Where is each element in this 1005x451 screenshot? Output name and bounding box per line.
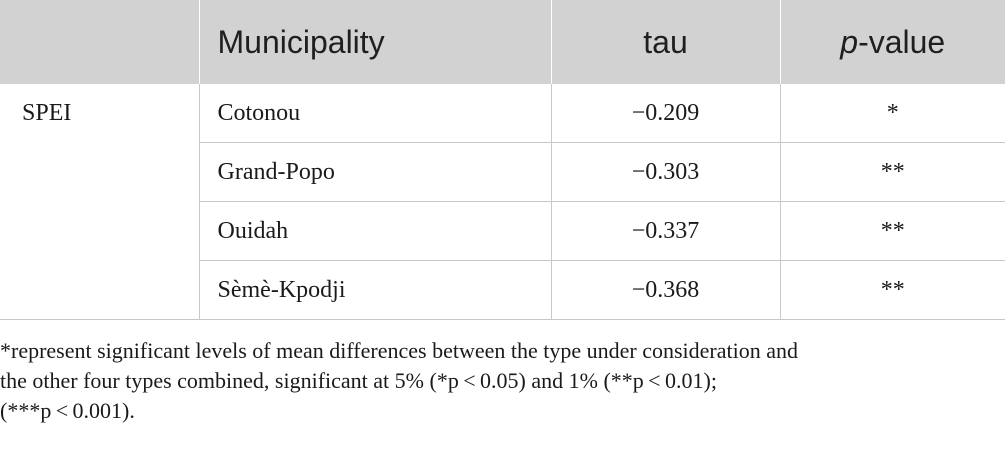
table-row: Grand-Popo −0.303 ** (0, 142, 1005, 202)
pvalue-cell: ** (779, 201, 1005, 261)
tau-cell: −0.337 (550, 201, 780, 261)
pvalue-cell: ** (779, 142, 1005, 202)
header-tau: tau (550, 0, 780, 84)
table-footnote: *represent significant levels of mean di… (0, 336, 1000, 426)
tau-cell: −0.303 (550, 142, 780, 202)
municipality-cell: Sèmè-Kpodji (198, 260, 551, 320)
group-label: SPEI (0, 84, 199, 320)
footnote-line: the other four types combined, significa… (0, 368, 717, 393)
table-row: SPEI Cotonou −0.209 * (0, 84, 1005, 320)
header-group-cell (0, 0, 199, 84)
tau-cell: −0.209 (550, 84, 780, 143)
header-pvalue-italic: p (840, 23, 859, 60)
municipality-cell: Ouidah (198, 201, 551, 261)
table-row: Ouidah −0.337 ** (0, 201, 1005, 261)
header-municipality: Municipality (198, 0, 551, 84)
header-pvalue: p-value (779, 0, 1005, 84)
header-pvalue-rest: -value (858, 23, 946, 60)
table-header: Municipality tau p-value (0, 0, 1005, 84)
table-row: Sèmè-Kpodji −0.368 ** (0, 260, 1005, 320)
municipality-cell: Cotonou (198, 84, 551, 143)
pvalue-cell: * (779, 84, 1005, 143)
tau-cell: −0.368 (550, 260, 780, 320)
municipality-cell: Grand-Popo (198, 142, 551, 202)
pvalue-cell: ** (779, 260, 1005, 320)
table-body: SPEI Cotonou −0.209 * Grand-Popo −0.303 … (0, 84, 1005, 320)
results-table: Municipality tau p-value SPEI Cotonou −0… (0, 0, 1005, 320)
footnote-line: (***p < 0.001). (0, 398, 135, 423)
footnote-line: *represent significant levels of mean di… (0, 338, 799, 363)
header-row: Municipality tau p-value (0, 0, 1005, 84)
